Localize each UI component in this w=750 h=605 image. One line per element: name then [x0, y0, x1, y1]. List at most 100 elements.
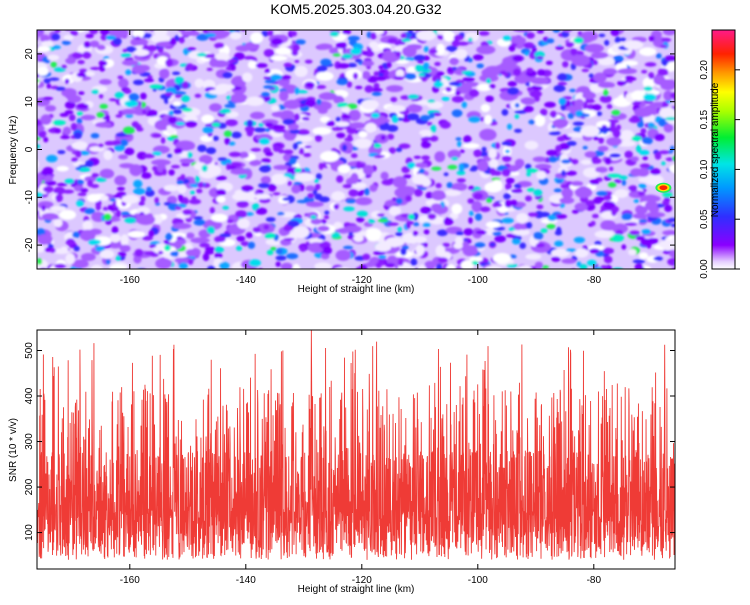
spectrogram-cell [597, 145, 609, 152]
spectrogram-cell [380, 135, 386, 141]
spectrogram-x-tick-label: -100 [468, 275, 488, 286]
spectrogram-cell [556, 226, 562, 235]
spectrogram-cell [507, 81, 518, 87]
spectrogram-cell [501, 217, 514, 224]
spectrogram-cell [555, 145, 562, 153]
spectrogram-cell [260, 176, 272, 184]
spectrogram-cell [593, 72, 607, 83]
spectrogram-cell [632, 259, 646, 264]
spectrogram-cell [661, 37, 672, 42]
spectrogram-cell [421, 140, 431, 149]
spectrogram-cell [275, 255, 287, 261]
spectrogram-cell [641, 195, 661, 203]
spectrogram-cell [624, 75, 634, 81]
spectrogram-cell [503, 72, 510, 77]
spectrogram-cell [600, 265, 609, 269]
spectrogram-cell [96, 111, 105, 118]
spectrogram-cell [342, 184, 352, 189]
spectrogram-cell [56, 182, 68, 187]
spectrogram-cell [76, 103, 89, 110]
spectrogram-cell [398, 143, 411, 149]
spectrogram-cell [64, 110, 74, 115]
spectrogram-cell [580, 125, 600, 137]
spectrogram-cell [274, 125, 286, 130]
spectrogram-cell [134, 49, 150, 57]
spectrogram-cell [365, 229, 381, 242]
spectrogram-cell [395, 69, 405, 78]
spectrogram-cell [121, 108, 138, 115]
spectrogram-x-ticks: -160 -140 -120 -100 -80 [120, 30, 601, 286]
spectrogram-cell [503, 193, 511, 200]
spectrogram-cell [327, 120, 334, 126]
spectrogram-cell [140, 195, 146, 202]
spectrogram-cell [617, 68, 638, 75]
spectrogram-cell [315, 71, 334, 81]
spectrogram-cell [209, 57, 219, 68]
spectrogram-cell [229, 162, 243, 168]
spectrogram-cell [638, 219, 647, 223]
spectrogram-cell [618, 175, 628, 180]
spectrogram-cell [85, 33, 94, 39]
spectrogram-cell [420, 206, 432, 214]
spectrogram-cell [529, 26, 541, 29]
spectrogram-cell [611, 208, 617, 217]
spectrogram-cell [533, 232, 544, 240]
spectrogram-cell [353, 138, 373, 149]
spectrogram-y-tick-label: -20 [24, 237, 35, 252]
spectrogram-cell [527, 87, 533, 92]
spectrogram-cell [567, 112, 575, 119]
spectrogram-cell [132, 30, 145, 39]
spectrogram-cell [628, 117, 641, 123]
spectrogram-cell [275, 261, 281, 267]
spectrogram-cell [180, 174, 186, 180]
spectrogram-cell [296, 141, 303, 145]
spectrogram-cell [283, 62, 293, 68]
spectrogram-cell [458, 164, 465, 172]
spectrogram-cell [674, 170, 675, 173]
spectrogram-cell [122, 88, 132, 94]
spectrogram-cell [128, 93, 140, 102]
spectrogram-cell [362, 164, 374, 176]
spectrogram-cell [114, 144, 125, 152]
spectrogram-cell [37, 30, 41, 38]
spectrogram-cell [212, 135, 219, 141]
spectrogram-cell [318, 162, 324, 170]
spectrogram-cell [606, 104, 613, 109]
spectrogram-cell [631, 135, 642, 142]
spectrogram-cell [373, 250, 386, 256]
spectrogram-cell [41, 40, 54, 47]
spectrogram-cell [222, 71, 233, 79]
spectrogram-cell [112, 37, 122, 46]
spectrogram-cell [456, 178, 466, 183]
spectrogram-cell [313, 128, 324, 135]
spectrogram-cell [419, 129, 433, 136]
spectrogram-cell [634, 107, 654, 118]
spectrogram-cell [384, 49, 393, 59]
spectrogram-cell [476, 63, 485, 69]
spectrogram-cell [580, 159, 592, 165]
spectrogram-cell [125, 113, 134, 118]
spectrogram-cell [452, 67, 457, 71]
spectrogram-cell [530, 77, 550, 85]
spectrogram-cell [218, 262, 230, 269]
spectrogram-cell [546, 149, 558, 156]
spectrogram-cell [207, 164, 222, 177]
spectrogram-cell [653, 256, 663, 261]
spectrogram-cell [237, 218, 250, 229]
spectrogram-cell [489, 242, 496, 247]
spectrogram-cell [264, 68, 271, 74]
spectrogram-cell [502, 155, 512, 162]
spectrogram-cell [574, 202, 588, 211]
spectrogram-y-tick-label: 0 [24, 146, 35, 152]
spectrogram-cell [437, 257, 448, 263]
spectrogram-cell [554, 240, 564, 247]
spectrogram-cell [387, 133, 395, 140]
spectrogram-cell [323, 215, 330, 220]
spectrogram-cell [670, 92, 675, 99]
spectrogram-cell [554, 214, 568, 219]
spectrogram-cell [279, 90, 289, 102]
spectrogram-cell [530, 85, 543, 91]
spectrogram-cell [95, 202, 102, 211]
spectrogram-cell [304, 145, 312, 149]
spectrogram-cell [449, 57, 459, 66]
